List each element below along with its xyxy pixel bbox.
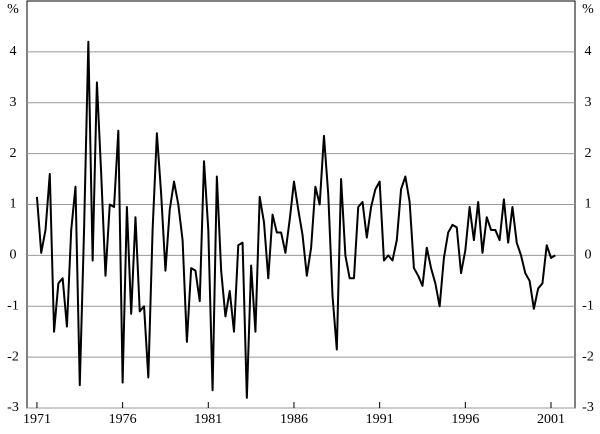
x-tick-label: 1976	[109, 412, 137, 427]
y-tick-label-right: 4	[585, 44, 592, 59]
y-tick-label-right: 0	[585, 248, 592, 263]
y-tick-label: 4	[10, 44, 17, 59]
y-tick-label: -1	[7, 298, 19, 313]
y-tick-label: -3	[7, 400, 19, 415]
y-tick-label-right: 3	[585, 95, 592, 110]
y-unit-right: %	[582, 2, 594, 17]
series-line	[35, 40, 556, 399]
x-tick-label: 1991	[366, 412, 394, 427]
y-tick-label: 1	[10, 197, 17, 212]
y-tick-label: 0	[10, 248, 17, 263]
y-tick-label-right: 2	[585, 146, 592, 161]
x-tick-label: 1971	[23, 412, 51, 427]
y-tick-label: 2	[10, 146, 17, 161]
y-unit-left: %	[7, 2, 19, 17]
x-tick-label: 1981	[194, 412, 222, 427]
y-tick-label-right: -2	[582, 349, 594, 364]
x-tick-label: 2001	[537, 412, 565, 427]
y-tick-label: 3	[10, 95, 17, 110]
y-tick-label-right: 1	[585, 197, 592, 212]
y-tick-label-right: -3	[582, 400, 594, 415]
x-tick-label: 1986	[280, 412, 308, 427]
y-tick-label: -2	[7, 349, 19, 364]
y-tick-label-right: -1	[582, 298, 594, 313]
x-tick-label: 1996	[451, 412, 479, 427]
